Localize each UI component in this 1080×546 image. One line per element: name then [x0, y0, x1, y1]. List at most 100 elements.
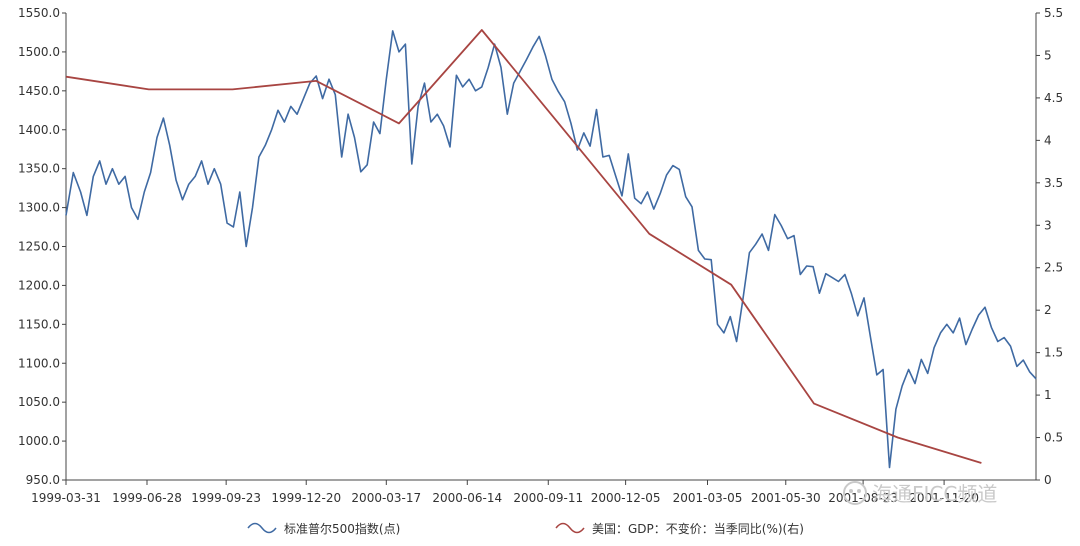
data-point: [354, 137, 355, 138]
data-point: [316, 75, 317, 76]
data-point: [902, 385, 903, 386]
data-point: [418, 106, 419, 107]
data-point: [163, 118, 164, 119]
data-point: [895, 409, 896, 410]
wechat-icon: [843, 481, 867, 505]
data-point: [857, 315, 858, 316]
right-y-tick-label: 0.5: [1044, 431, 1063, 445]
data-point: [972, 328, 973, 329]
data-point: [953, 332, 954, 333]
data-point: [86, 215, 87, 216]
data-point: [316, 80, 317, 81]
data-point: [488, 67, 489, 68]
right-y-tick-label: 5.5: [1044, 6, 1063, 20]
data-point: [65, 215, 66, 216]
data-point: [125, 176, 126, 177]
data-point: [169, 145, 170, 146]
data-point: [679, 169, 680, 170]
data-point: [80, 191, 81, 192]
data-point: [1004, 337, 1005, 338]
data-point: [475, 90, 476, 91]
data-point: [813, 266, 814, 267]
data-point: [348, 114, 349, 115]
left-y-tick-label: 1150.0: [18, 317, 60, 331]
x-tick-label: 2001-05-30: [751, 491, 821, 505]
data-point: [691, 206, 692, 207]
data-point: [148, 89, 149, 90]
data-point: [602, 156, 603, 157]
data-point: [424, 83, 425, 84]
right-y-tick-label: 2.5: [1044, 261, 1063, 275]
right-y-tick-label: 1.5: [1044, 346, 1063, 360]
x-tick-label: 2001-03-05: [673, 491, 743, 505]
data-point: [914, 383, 915, 384]
data-point: [628, 153, 629, 154]
data-point: [144, 191, 145, 192]
right-y-tick-label: 3: [1044, 218, 1052, 232]
data-point: [558, 91, 559, 92]
data-point: [946, 324, 947, 325]
data-point: [131, 207, 132, 208]
data-point: [711, 259, 712, 260]
data-point: [641, 203, 642, 204]
data-point: [838, 281, 839, 282]
data-point: [615, 175, 616, 176]
data-point: [959, 318, 960, 319]
data-point: [978, 314, 979, 315]
data-point: [398, 51, 399, 52]
data-point: [749, 252, 750, 253]
left-y-tick-label: 1050.0: [18, 395, 60, 409]
data-point: [156, 137, 157, 138]
left-y-tick-label: 1350.0: [18, 162, 60, 176]
data-point: [742, 298, 743, 299]
data-point: [513, 83, 514, 84]
data-point: [666, 174, 667, 175]
right-y-tick-label: 5: [1044, 48, 1052, 62]
data-point: [660, 193, 661, 194]
data-point: [150, 172, 151, 173]
data-point: [621, 195, 622, 196]
data-point: [883, 369, 884, 370]
data-point: [870, 336, 871, 337]
data-point: [685, 196, 686, 197]
data-point: [825, 273, 826, 274]
legend-label: 美国：GDP：不变价：当季同比(%)(右): [592, 521, 804, 536]
x-tick-label: 2000-06-14: [432, 491, 502, 505]
right-y-tick-label: 0: [1044, 473, 1052, 487]
data-point: [806, 265, 807, 266]
data-point: [844, 274, 845, 275]
left-y-tick-label: 950.0: [26, 473, 60, 487]
data-point: [176, 180, 177, 181]
data-point: [328, 79, 329, 80]
data-point: [188, 184, 189, 185]
data-point: [398, 123, 399, 124]
data-point: [984, 307, 985, 308]
data-point: [379, 133, 380, 134]
data-point: [449, 146, 450, 147]
wechat-icon-dot: [857, 489, 861, 493]
data-point: [564, 101, 565, 102]
data-point: [609, 155, 610, 156]
data-point: [99, 160, 100, 161]
data-point: [227, 223, 228, 224]
left-y-tick-label: 1250.0: [18, 240, 60, 254]
data-point: [1023, 360, 1024, 361]
right-y-tick-label: 3.5: [1044, 176, 1063, 190]
data-point: [545, 55, 546, 56]
data-point: [469, 79, 470, 80]
data-point: [863, 297, 864, 298]
data-point: [430, 121, 431, 122]
data-point: [649, 233, 650, 234]
x-tick-label: 1999-03-31: [31, 491, 101, 505]
data-point: [813, 403, 814, 404]
data-point: [940, 332, 941, 333]
data-point: [93, 176, 94, 177]
x-tick-label: 2000-12-05: [591, 491, 661, 505]
left-y-tick-label: 1450.0: [18, 84, 60, 98]
data-point: [551, 79, 552, 80]
series-line-gdp: [65, 29, 982, 464]
x-tick-label: 2001-11-20: [909, 491, 979, 505]
data-point: [583, 132, 584, 133]
